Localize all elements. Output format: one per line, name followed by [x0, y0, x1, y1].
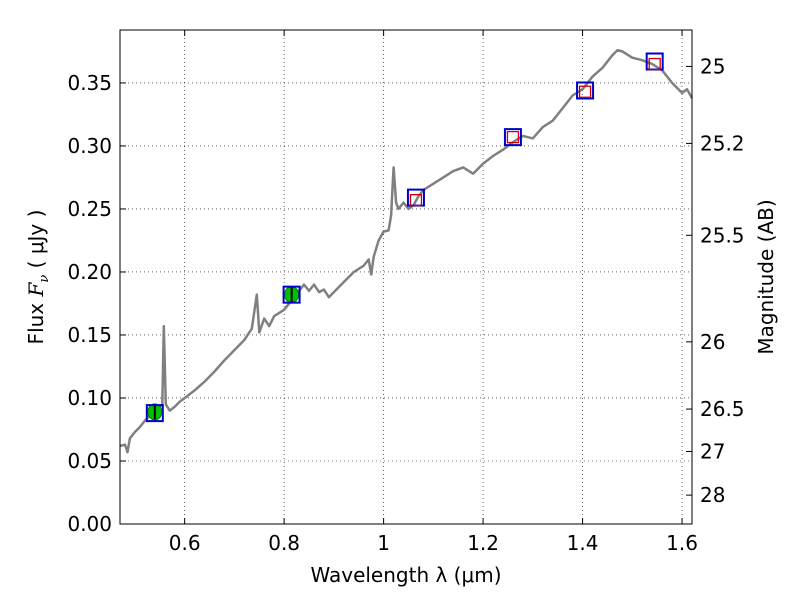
mag-tick-label: 25	[700, 54, 725, 78]
model-square-red	[648, 57, 661, 71]
y-tick-label: 0.10	[67, 386, 112, 410]
x-tick-label: 1.6	[666, 531, 698, 555]
model-square-red	[506, 130, 520, 144]
y-axis-label-right: Magnitude (AB)	[754, 199, 778, 354]
mag-tick-label: 28	[700, 483, 725, 507]
mag-tick-label: 25.2	[700, 131, 745, 155]
x-axis-label: Wavelength λ (μm)	[310, 563, 501, 587]
y-tick-label: 0.05	[67, 449, 112, 473]
y-tick-label: 0.20	[67, 260, 112, 284]
model-square-red	[578, 85, 592, 98]
mag-tick-label: 26	[700, 330, 725, 354]
spectrum-line	[119, 48, 694, 454]
model-square-red	[409, 193, 423, 207]
ticks: 0.6 0.8 1 1.2 1.4 1.6 0.00 0.05 0.10 0.15 0.20 0.25…	[67, 30, 745, 555]
x-tick-label: 1	[377, 531, 390, 555]
y-tick-label: 0.30	[67, 134, 112, 158]
y-tick-label: 0.15	[67, 323, 112, 347]
data-layer	[119, 48, 694, 454]
plot-frame	[119, 29, 693, 525]
mag-tick-label: 27	[700, 439, 725, 463]
y-axis-label-left: Flux Fν ( μJy )	[24, 210, 52, 345]
model-square-blue	[503, 128, 522, 147]
model-square-blue	[576, 81, 595, 100]
y-tick-label: 0.25	[67, 197, 112, 221]
model-square-blue	[145, 404, 164, 423]
grid	[120, 30, 692, 525]
mag-tick-label: 26.5	[700, 397, 745, 421]
x-tick-label: 1.2	[467, 531, 499, 555]
x-tick-label: 1.4	[567, 531, 599, 555]
y-tick-label: 0.00	[67, 512, 112, 536]
x-tick-label: 0.6	[169, 531, 201, 555]
y-tick-label: 0.35	[67, 71, 112, 95]
x-tick-label: 0.8	[268, 531, 300, 555]
mag-tick-label: 25.5	[700, 223, 745, 247]
model-square-blue	[282, 285, 301, 304]
